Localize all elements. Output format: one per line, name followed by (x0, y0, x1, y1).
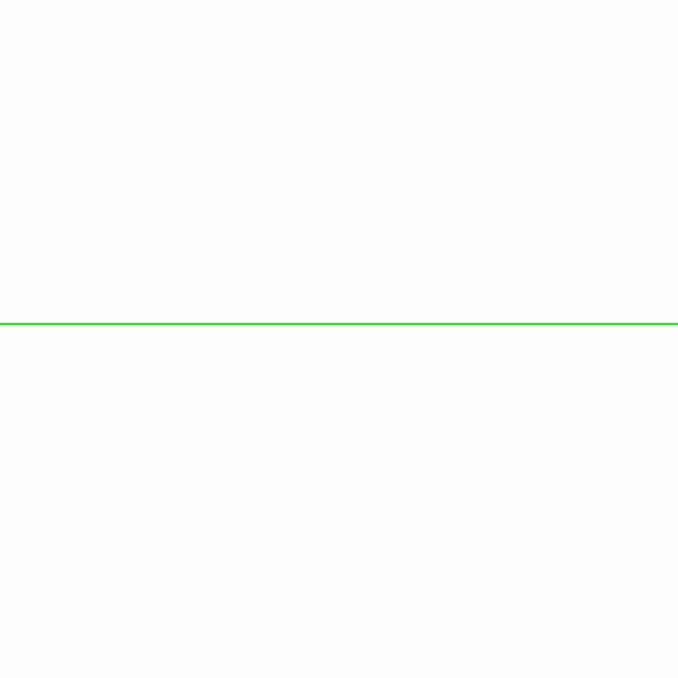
horizontal-line (0, 323, 678, 325)
